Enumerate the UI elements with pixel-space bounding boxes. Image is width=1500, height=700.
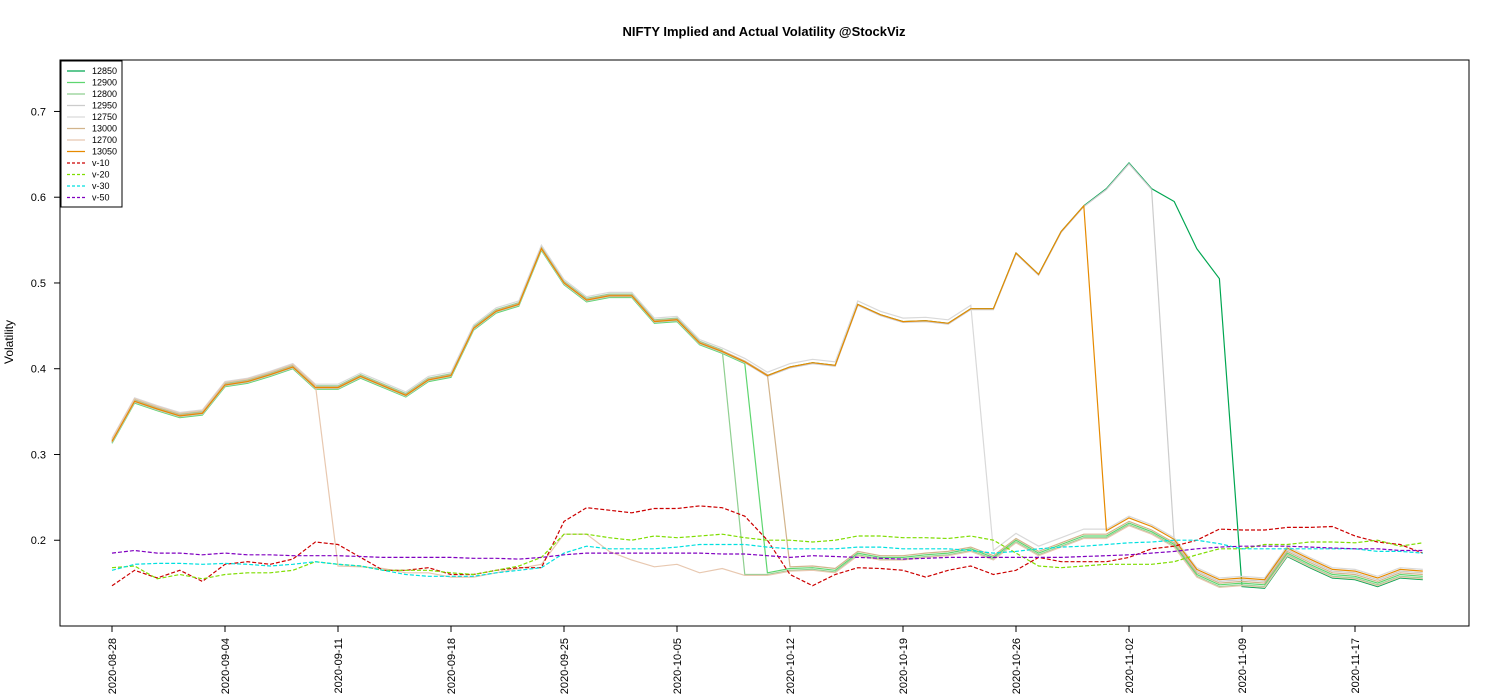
series-line-12800 (111, 245, 1423, 588)
x-tick-label: 2020-11-17 (1350, 638, 1362, 693)
series-line-12700 (111, 363, 1423, 589)
y-tick-label: 0.4 (31, 364, 46, 376)
y-tick-label: 0.3 (31, 449, 46, 461)
x-tick-label: 2020-09-11 (333, 638, 345, 693)
series-line-v-50 (111, 545, 1423, 560)
x-tick-label: 2020-10-12 (785, 638, 797, 694)
series-line-v-10 (111, 505, 1424, 587)
legend-label-12850: 12850 (92, 66, 117, 76)
x-tick-label: 2020-09-18 (446, 638, 458, 694)
legend-label-12700: 12700 (92, 135, 117, 145)
series-line-13000 (111, 246, 1423, 584)
series-line-13050 (111, 204, 1423, 581)
legend-label-v-10: v-10 (92, 158, 110, 168)
y-axis: 0.2 0.3 0.4 0.5 0.6 0.7 (31, 106, 61, 547)
legend-label-13050: 13050 (92, 147, 117, 157)
legend-label-v-50: v-50 (92, 193, 110, 203)
series-line-v-30 (111, 539, 1423, 577)
legend-label-v-20: v-20 (92, 170, 110, 180)
legend-label-12950: 12950 (92, 101, 117, 111)
x-tick-label: 2020-09-25 (559, 638, 571, 694)
x-tick-label: 2020-10-26 (1011, 638, 1023, 694)
series-line-12750 (111, 243, 1423, 579)
y-tick-label: 0.2 (31, 535, 46, 547)
series-layer (111, 161, 1424, 589)
y-axis-title: Volatility (2, 320, 16, 364)
x-tick-label: 2020-11-02 (1124, 638, 1136, 693)
series-line-12900 (111, 249, 1423, 586)
legend-box (60, 60, 123, 208)
y-tick-label: 0.7 (31, 106, 46, 118)
legend-label-13000: 13000 (92, 124, 117, 134)
chart-title: NIFTY Implied and Actual Volatility @Sto… (622, 24, 906, 39)
y-tick-label: 0.5 (31, 278, 46, 290)
legend-label-v-30: v-30 (92, 181, 110, 191)
legend-label-12750: 12750 (92, 112, 117, 122)
legend-label-12900: 12900 (92, 78, 117, 88)
x-tick-label: 2020-09-04 (220, 638, 232, 694)
y-tick-label: 0.6 (31, 192, 46, 204)
x-axis: 2020-08-28 2020-09-04 2020-09-11 2020-09-18… (107, 625, 1362, 694)
x-tick-label: 2020-10-19 (898, 638, 910, 694)
legend-label-12800: 12800 (92, 89, 117, 99)
x-tick-label: 2020-08-28 (107, 638, 119, 694)
x-tick-label: 2020-10-05 (672, 638, 684, 694)
x-tick-label: 2020-11-09 (1237, 638, 1249, 693)
